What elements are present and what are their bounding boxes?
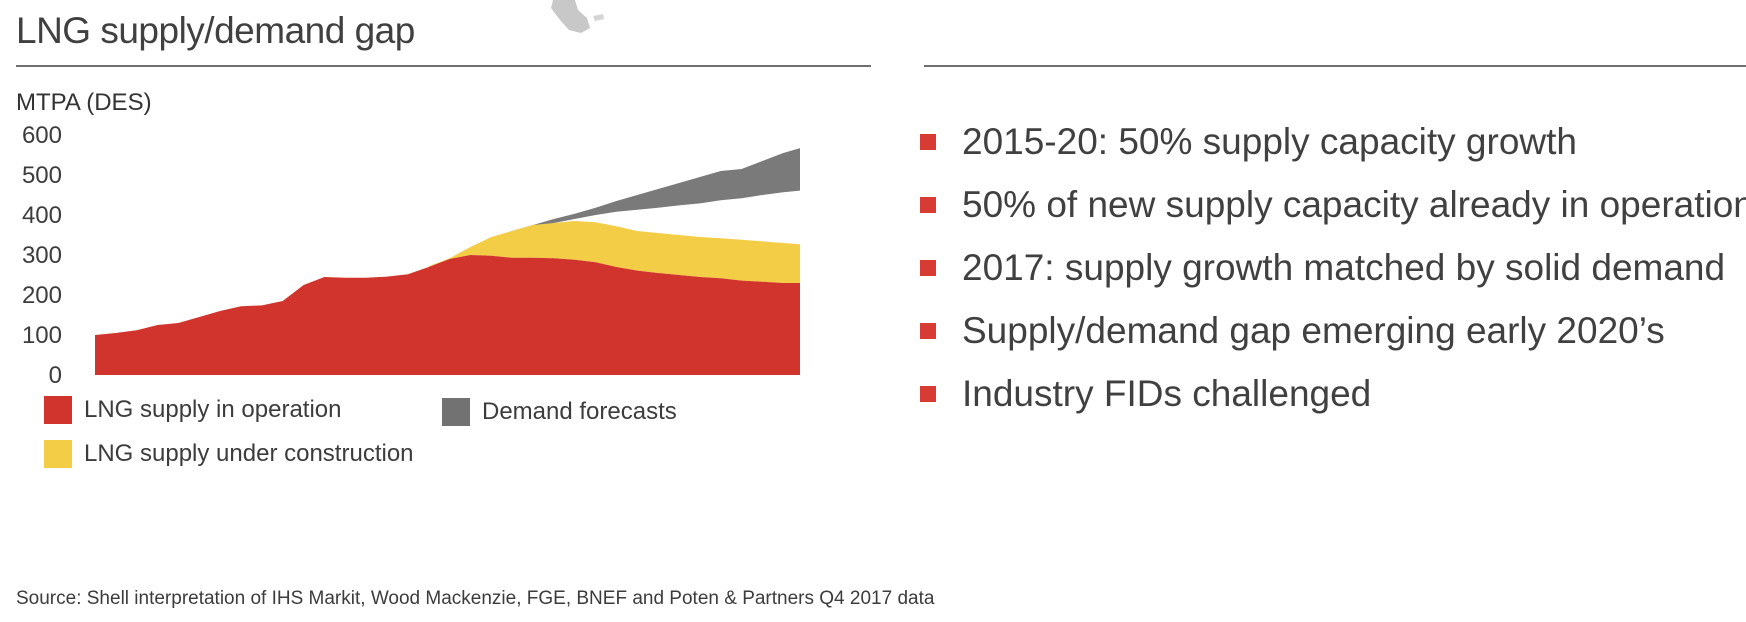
y-tick-label: 300 <box>22 242 62 269</box>
y-tick-label: 600 <box>22 122 62 149</box>
title-rule-left <box>16 65 871 67</box>
y-tick-label: 0 <box>49 362 62 389</box>
key-point-item: 50% of new supply capacity already in op… <box>920 173 1746 236</box>
legend-item-demand-forecasts: Demand forecasts <box>442 398 677 426</box>
x-tick-label: 2000 <box>68 394 121 395</box>
area-demand-forecasts <box>491 148 800 239</box>
legend-label-under-construction: LNG supply under construction <box>84 440 414 467</box>
key-point-text: Industry FIDs challenged <box>962 372 1372 414</box>
source-note: Source: Shell interpretation of IHS Mark… <box>16 588 935 609</box>
legend-label-demand-forecasts: Demand forecasts <box>482 398 677 425</box>
map-fragment-graphic <box>551 0 604 33</box>
bullet-square-icon <box>920 322 936 339</box>
bullet-square-icon <box>920 385 936 402</box>
x-tick-label: 2025 <box>590 394 643 395</box>
legend-swatch-under-construction <box>44 440 72 468</box>
legend-swatch-supply-in-operation <box>44 396 72 424</box>
legend-swatch-demand-forecasts <box>442 398 470 426</box>
y-tick-label: 500 <box>22 162 62 189</box>
legend-label-supply-in-operation: LNG supply in operation <box>84 396 342 423</box>
title-rule-right <box>924 65 1746 67</box>
key-point-item: 2017: supply growth matched by solid dem… <box>920 236 1746 299</box>
x-tick-label: 2010 <box>277 394 330 395</box>
x-tick-label: 2030 <box>694 394 747 395</box>
area-supply-in-operation <box>95 255 800 375</box>
key-point-text: 50% of new supply capacity already in op… <box>962 183 1746 225</box>
legend-item-under-construction: LNG supply under construction <box>44 440 414 468</box>
x-tick-label: 2020 <box>485 394 538 395</box>
key-point-text: 2015-20: 50% supply capacity growth <box>962 120 1577 162</box>
area-supply-under-construction <box>428 221 800 283</box>
bullet-square-icon <box>920 133 936 150</box>
key-point-text: 2017: supply growth matched by solid dem… <box>962 246 1726 288</box>
y-tick-label: 100 <box>22 322 62 349</box>
x-tick-label: 2035 <box>798 394 800 395</box>
key-point-item: 2015-20: 50% supply capacity growth <box>920 110 1746 173</box>
key-point-item: Industry FIDs challenged <box>920 362 1746 425</box>
key-point-text: Supply/demand gap emerging early 2020’s <box>962 309 1665 351</box>
x-tick-label: 2015 <box>381 394 434 395</box>
key-points-list: 2015-20: 50% supply capacity growth 50% … <box>920 110 1746 425</box>
x-tick-label: 2005 <box>173 394 226 395</box>
bullet-square-icon <box>920 196 936 213</box>
bullet-square-icon <box>920 259 936 276</box>
y-tick-label: 200 <box>22 282 62 309</box>
page-title: LNG supply/demand gap <box>16 10 415 51</box>
lng-area-chart: 0 100 200 300 400 500 600 2000 2005 2010 2015 2020 2… <box>22 122 800 395</box>
key-point-item: Supply/demand gap emerging early 2020’s <box>920 299 1746 362</box>
legend-item-supply-in-operation: LNG supply in operation <box>44 396 341 424</box>
y-tick-label: 400 <box>22 202 62 229</box>
y-axis-unit-label: MTPA (DES) <box>16 89 152 116</box>
